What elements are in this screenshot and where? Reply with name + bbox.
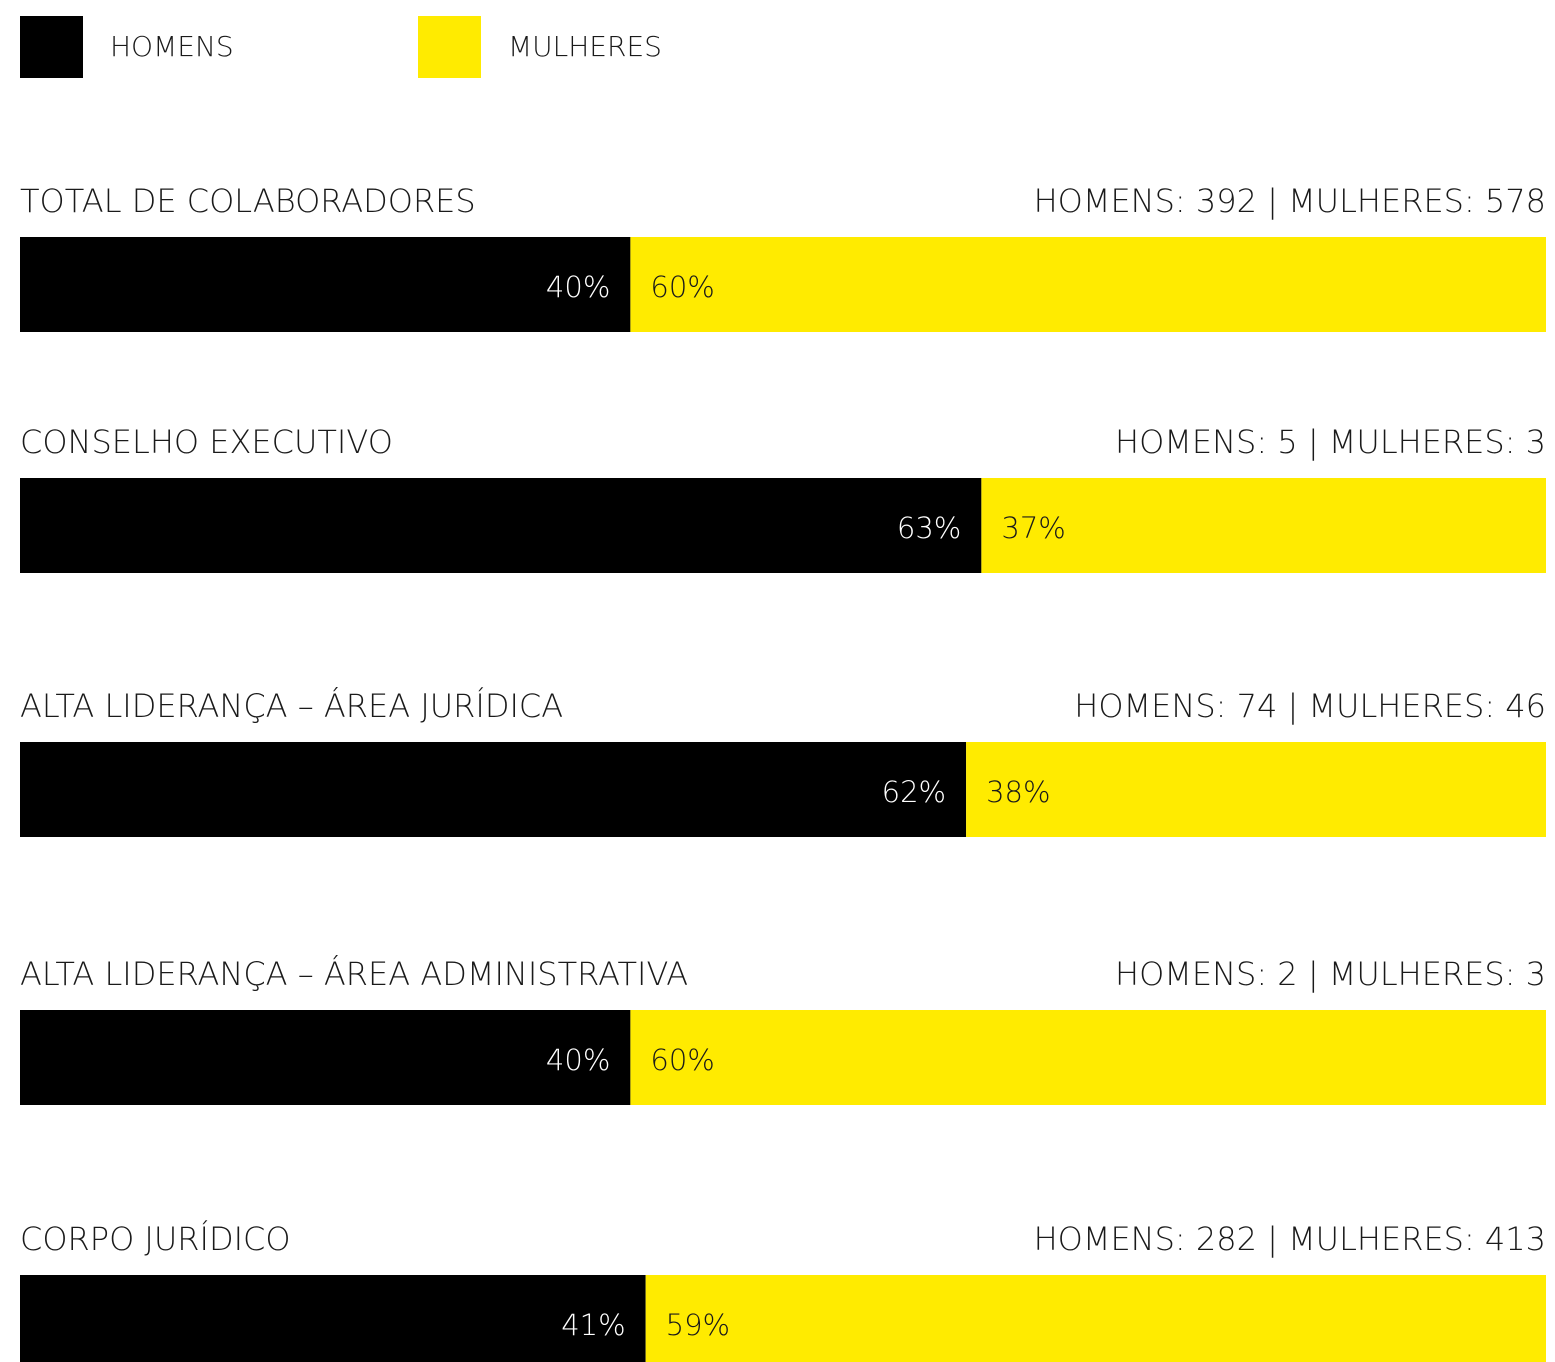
bar-segment	[966, 742, 1546, 837]
bar-segment	[645, 1275, 1546, 1362]
value-label: 59%	[666, 1308, 730, 1342]
legend-label: MULHERES	[508, 30, 662, 63]
legend-swatch	[418, 16, 481, 78]
bar-segment	[20, 1010, 631, 1105]
value-label: 40%	[546, 1043, 610, 1077]
value-label: 38%	[986, 775, 1050, 809]
bar-segment	[20, 237, 631, 332]
bar-segment	[20, 742, 967, 837]
group-counts: HOMENS: 5 | MULHERES: 3	[1115, 423, 1546, 461]
value-label: 63%	[897, 511, 961, 545]
value-label: 62%	[882, 775, 946, 809]
bar-segment	[20, 1275, 646, 1362]
bar-segment	[20, 478, 982, 573]
group-counts: HOMENS: 2 | MULHERES: 3	[1115, 955, 1546, 993]
group-title: ALTA LIDERANÇA – ÁREA JURÍDICA	[20, 687, 563, 725]
value-label: 40%	[546, 270, 610, 304]
group-counts: HOMENS: 282 | MULHERES: 413	[1034, 1220, 1546, 1258]
group-counts: HOMENS: 392 | MULHERES: 578	[1034, 182, 1546, 220]
value-label: 37%	[1001, 511, 1065, 545]
legend-swatch	[20, 16, 83, 78]
bar-segment	[630, 237, 1546, 332]
bar-segment	[630, 1010, 1546, 1105]
value-label: 41%	[561, 1308, 625, 1342]
group-title: CONSELHO EXECUTIVO	[20, 423, 393, 461]
group-title: TOTAL DE COLABORADORES	[20, 182, 476, 220]
bar-segment	[981, 478, 1546, 573]
group-title: CORPO JURÍDICO	[20, 1220, 291, 1258]
value-label: 60%	[650, 270, 714, 304]
legend-label: HOMENS	[110, 30, 234, 63]
group-title: ALTA LIDERANÇA – ÁREA ADMINISTRATIVA	[20, 955, 688, 993]
group-counts: HOMENS: 74 | MULHERES: 46	[1074, 687, 1546, 725]
value-label: 60%	[650, 1043, 714, 1077]
